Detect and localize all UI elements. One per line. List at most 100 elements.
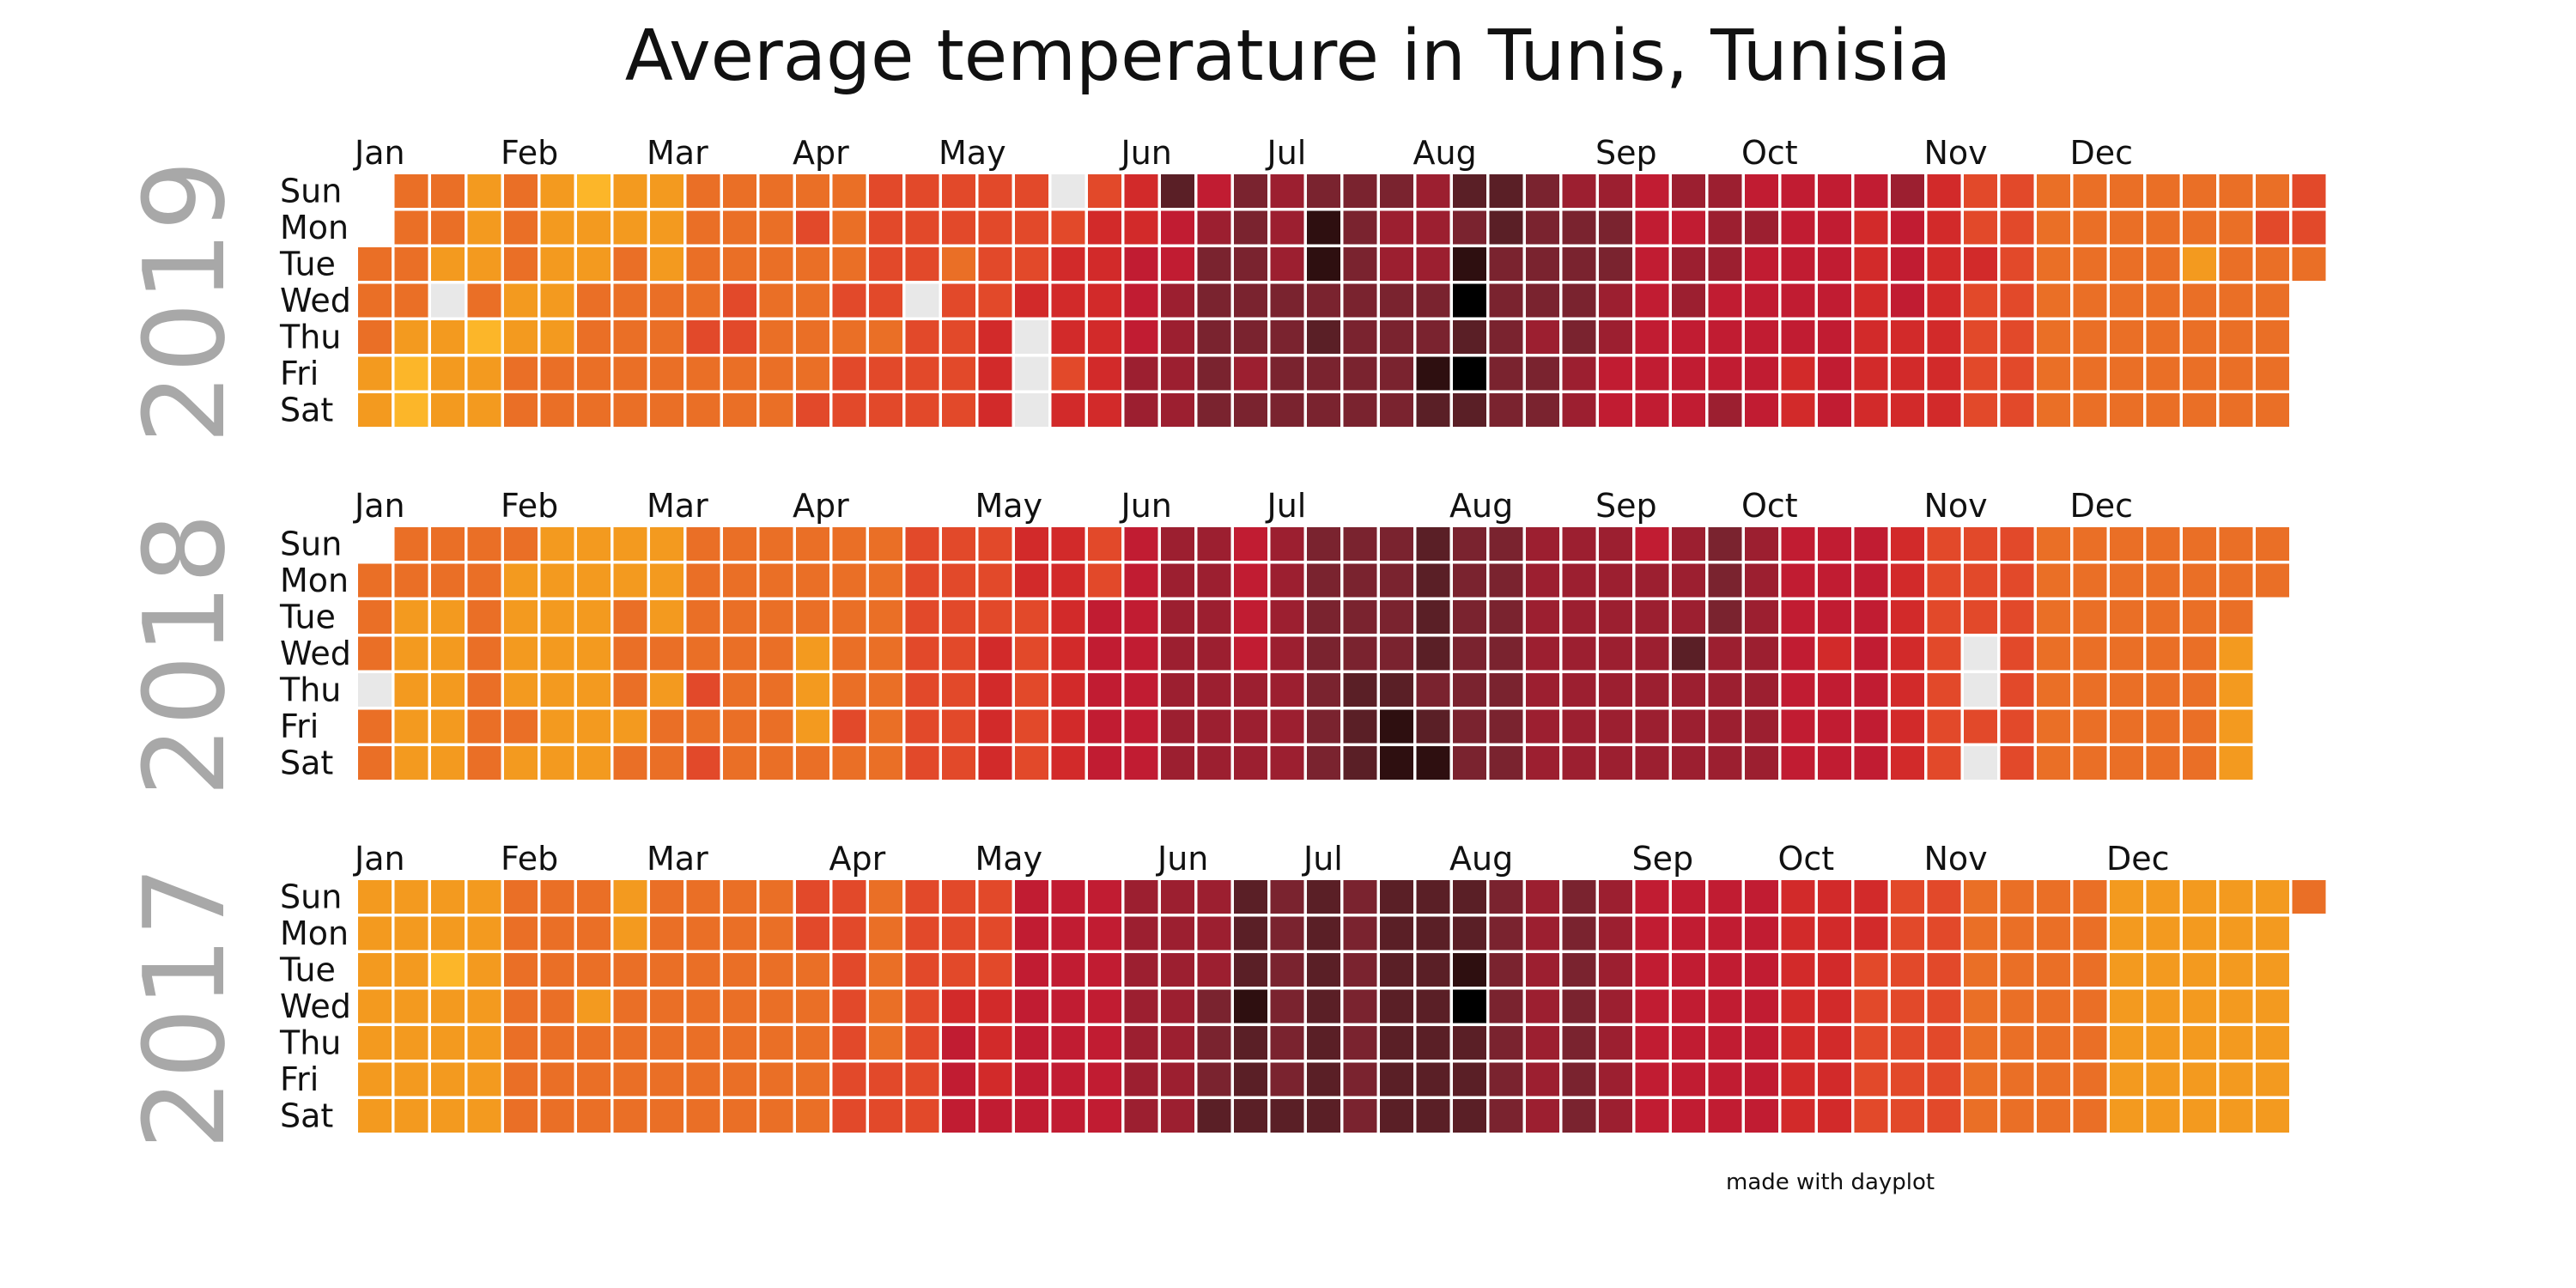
day-cell	[1818, 746, 1851, 780]
day-cell	[1781, 1099, 1815, 1133]
day-cell	[978, 636, 1012, 671]
day-cell	[905, 527, 939, 561]
day-cell	[2073, 247, 2107, 281]
day-cell	[1051, 600, 1085, 634]
month-label: Apr	[829, 840, 886, 878]
day-cell	[2037, 393, 2070, 427]
day-cell	[1015, 283, 1048, 318]
day-cell	[905, 989, 939, 1024]
day-cell	[650, 600, 683, 634]
day-cell	[1818, 356, 1851, 391]
weekday-label: Tue	[279, 246, 336, 283]
day-cell	[1818, 174, 1851, 208]
day-cell	[1964, 1099, 1997, 1133]
day-cell	[1781, 636, 1815, 671]
day-cell	[1416, 356, 1450, 391]
day-cell	[2183, 916, 2216, 951]
day-cell	[1343, 393, 1377, 427]
day-cell	[577, 320, 611, 354]
day-cell	[431, 1026, 465, 1060]
day-cell	[1416, 527, 1450, 561]
weekday-label: Sun	[280, 173, 342, 210]
month-label: Oct	[1778, 840, 1835, 878]
day-cell	[358, 673, 392, 707]
day-cell	[613, 1026, 647, 1060]
day-cell	[1343, 600, 1377, 634]
day-cell	[1416, 247, 1450, 281]
day-cell	[1453, 393, 1486, 427]
day-cell	[1708, 356, 1742, 391]
day-cell	[2183, 247, 2216, 281]
day-cell	[1708, 563, 1742, 598]
day-cell	[2037, 210, 2070, 245]
day-cell	[1781, 527, 1815, 561]
day-cell	[431, 356, 465, 391]
day-cell	[1672, 283, 1705, 318]
day-cell	[394, 1099, 428, 1133]
day-cell	[1015, 563, 1048, 598]
day-cell	[2073, 600, 2107, 634]
day-cell	[978, 880, 1012, 914]
day-cell	[1343, 1026, 1377, 1060]
day-cell	[869, 1062, 902, 1097]
day-cell	[2256, 1062, 2289, 1097]
day-cell	[2110, 247, 2143, 281]
day-cell	[1854, 989, 1888, 1024]
day-cell	[1088, 527, 1121, 561]
day-cell	[759, 673, 793, 707]
day-cell	[1015, 746, 1048, 780]
day-cell	[431, 673, 465, 707]
day-cell	[2219, 356, 2253, 391]
day-cell	[1672, 636, 1705, 671]
day-cell	[1051, 880, 1085, 914]
day-cell	[1234, 880, 1267, 914]
day-cell	[2183, 746, 2216, 780]
day-cell	[686, 174, 720, 208]
day-cell	[1526, 283, 1559, 318]
day-cell	[1891, 880, 1924, 914]
day-cell	[2037, 709, 2070, 744]
day-cell	[832, 916, 866, 951]
day-cell	[1015, 709, 1048, 744]
day-cell	[759, 636, 793, 671]
day-cell	[1124, 636, 1158, 671]
day-cell	[723, 1099, 756, 1133]
month-label: Jun	[1156, 840, 1208, 878]
day-cell	[1927, 563, 1961, 598]
day-cell	[1234, 174, 1267, 208]
day-cell	[1416, 1062, 1450, 1097]
day-cell	[1854, 746, 1888, 780]
day-cell	[1526, 210, 1559, 245]
day-cell	[1234, 953, 1267, 987]
day-cell	[1526, 393, 1559, 427]
day-cell	[394, 563, 428, 598]
day-cell	[650, 1062, 683, 1097]
day-cell	[1416, 600, 1450, 634]
day-cell	[1343, 673, 1377, 707]
day-cell	[2037, 356, 2070, 391]
month-label: Jul	[1266, 134, 1307, 172]
day-cell	[942, 989, 975, 1024]
day-cell	[1891, 356, 1924, 391]
day-cell	[832, 210, 866, 245]
day-cell	[1781, 283, 1815, 318]
day-cell	[869, 880, 902, 914]
day-cell	[1307, 393, 1340, 427]
day-cell	[832, 1099, 866, 1133]
day-cell	[1197, 880, 1231, 914]
day-cell	[2037, 283, 2070, 318]
day-cell	[2183, 210, 2216, 245]
day-cell	[1854, 174, 1888, 208]
day-cell	[1161, 1062, 1194, 1097]
weekday-label: Mon	[280, 914, 349, 952]
day-cell	[1051, 247, 1085, 281]
day-cell	[1927, 709, 1961, 744]
day-cell	[942, 563, 975, 598]
day-cell	[1599, 916, 1632, 951]
day-cell	[1745, 174, 1778, 208]
day-cell	[759, 527, 793, 561]
day-cell	[2000, 916, 2034, 951]
day-cell	[978, 247, 1012, 281]
day-cell	[1453, 953, 1486, 987]
day-cell	[1599, 1099, 1632, 1133]
